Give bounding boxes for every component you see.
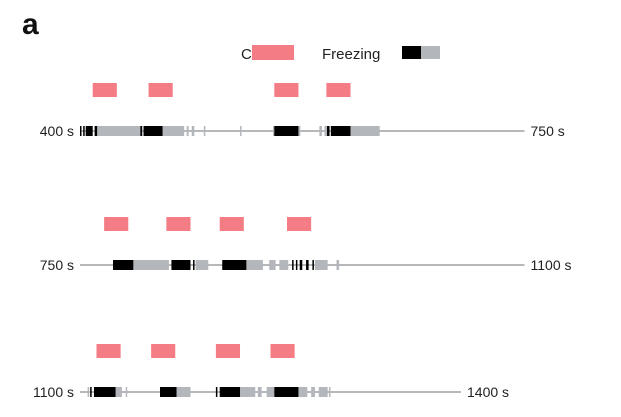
freezing-segment-dark [113,260,134,270]
freezing-segment-light [133,260,169,270]
freezing-segment-dark [222,260,247,270]
freezing-segment-light [298,126,301,136]
freezing-segment-dark [295,260,298,270]
freezing-segment-dark [274,387,299,397]
freezing-segment-light [125,387,128,397]
freezing-segment-dark [160,387,177,397]
freezing-segment-dark [93,387,116,397]
legend: CS+ Freezing [241,45,440,63]
freezing-segment-light [311,387,315,397]
timeline-rows: 400 s 750 s 750 s 1100 s 1100 s 1400 s [33,83,572,400]
row-end-label: 750 s [531,123,565,139]
cs-plus-bar [287,217,312,231]
row-start-label: 400 s [40,123,74,139]
freezing-segment-light [266,387,275,397]
freezing-segment-light [162,126,185,136]
timeline-row-750: 750 s 1100 s [40,217,572,273]
freezing-segment-dark [83,126,85,136]
freezing-segment-light [336,260,340,270]
freezing-segment-light [257,387,262,397]
freezing-segment-dark [143,126,163,136]
cs-plus-bar [96,344,121,358]
cs-plus-bar [104,217,129,231]
row-start-label: 1100 s [33,384,74,400]
cs-plus-bar [270,344,295,358]
freezing-segment-light [191,126,195,136]
freezing-segment-light [314,260,328,270]
freezing-segment-light [87,387,90,397]
freezing-segment-light [240,387,256,397]
freezing-segment-dark [193,260,195,270]
cs-plus-bar [326,83,351,97]
freezing-segment-light [176,387,191,397]
cs-plus-bar [215,344,241,358]
cs-plus-bar [151,344,176,358]
timeline-row-1100: 1100 s 1400 s [33,344,509,400]
cs-plus-bar [92,83,117,97]
freezing-segment-light [240,126,242,136]
freezing-segment-light [273,126,275,136]
freezing-segment-light [195,260,209,270]
freezing-segment-light [269,260,276,270]
freezing-segment-light [115,387,122,397]
freezing-segment-dark [94,126,98,136]
row-end-label: 1400 s [467,384,509,400]
freezing-segment-light [350,126,380,136]
freezing-segment-dark [292,260,294,270]
freezing-segment-dark [312,260,314,270]
freezing-segment-dark [330,126,351,136]
freezing-segment-dark [80,126,82,136]
freezing-segment-dark [274,126,299,136]
freezing-segment-dark [171,260,191,270]
freezing-segment-light [97,126,141,136]
cs-plus-bar [166,217,191,231]
freezing-segment-dark [219,387,241,397]
freezing-segment-dark [90,387,92,397]
freezing-segment-light [246,260,263,270]
cs-plus-bar [219,217,244,231]
legend-freezing-swatch-light [421,46,440,59]
freezing-segment-light [186,126,189,136]
freezing-segment-dark [306,260,309,270]
freezing-segment-light [319,126,322,136]
legend-cs-swatch [252,45,294,60]
freezing-segment-light [324,126,328,136]
timeline-row-400: 400 s 750 s [40,83,565,139]
cs-plus-bar [274,83,299,97]
cs-plus-bar [148,83,173,97]
freezing-segment-light [328,387,331,397]
legend-freezing-swatch-dark [402,46,421,59]
panel-label: a [22,8,39,41]
freezing-segment-dark [140,126,143,136]
row-end-label: 1100 s [531,257,572,273]
freezing-segment-light [203,126,206,136]
freezing-segment-dark [215,387,218,397]
freezing-segment-dark [85,126,93,136]
row-start-label: 750 s [40,257,74,273]
legend-freezing-label: Freezing [322,46,380,63]
freezing-segment-light [279,260,289,270]
freezing-segment-dark [327,126,330,136]
freezing-segment-light [298,387,308,397]
freezing-segment-light [318,387,328,397]
freezing-segment-dark [299,260,303,270]
